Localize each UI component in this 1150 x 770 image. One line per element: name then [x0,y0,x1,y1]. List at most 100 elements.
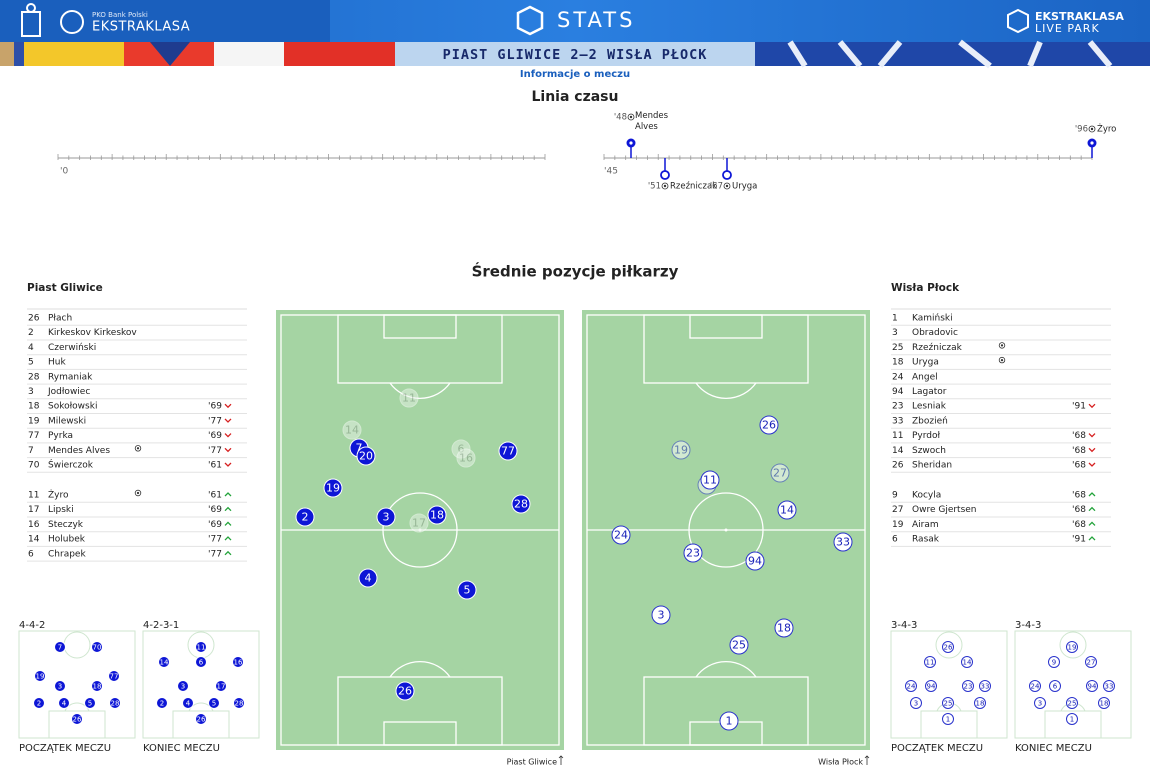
player-dot-number: 7 [356,442,363,455]
player-dot-circle [91,680,103,692]
sub-on-arrow [224,550,232,556]
player-dot-number: 26 [944,644,953,652]
player-name: Kamiński [912,314,953,324]
player-number: 26 [892,461,904,471]
player-dot: 16 [456,448,476,468]
goal-icon-dot [663,184,667,188]
player-dot-circle [1066,697,1078,709]
player-name: Szwoch [912,446,946,456]
goal-icon [1088,125,1096,133]
player-number: 70 [28,461,40,471]
player-dot-number: 1 [1070,716,1074,724]
player-dot-circle [833,532,853,552]
sub-minute: '77 [208,416,222,426]
player-dot-number: 19 [1068,644,1077,652]
player-dot-circle [182,697,194,709]
player-dot-number: 2 [37,700,41,708]
player-dot-number: 24 [614,529,628,542]
sub-minute: '77 [208,549,222,559]
player-name: Pyrka [48,431,73,441]
mini-pitch-line [172,710,230,739]
player-dot-circle [208,697,220,709]
player-dot: 11 [195,641,207,653]
player-dot-circle [1048,656,1060,668]
sub-minute: '68 [1072,446,1086,456]
player-dot-number: 6 [458,443,465,456]
player-dot-circle [719,711,739,731]
player-dot: 11 [700,470,720,490]
player-dot: 19 [1066,641,1078,653]
player-number: 3 [892,328,898,338]
player-dot: 18 [774,618,794,638]
player-dot-number: 6 [199,659,204,667]
player-dot-circle [54,641,66,653]
player-name: Huk [48,358,66,368]
sub-off-arrow [224,433,232,438]
match-subtitle[interactable]: Informacje o meczu [520,69,630,80]
player-dot-number: 33 [1105,683,1114,691]
player-dot: 4 [58,697,70,709]
goal-icon [627,113,635,121]
banner-left [0,42,395,66]
pitch-line [688,492,764,568]
player-dot-circle [323,478,343,498]
player-number: 9 [892,491,898,501]
goal-icon-dot [725,184,729,188]
player-dot: 5 [84,697,96,709]
event-player: Żyro [1097,124,1116,135]
sub-minute: '91 [1072,535,1086,545]
player-dot: 23 [962,680,974,692]
match-title: PIAST GLIWICE 2–2 WISŁA PŁOCK [443,47,708,63]
player-dot-circle [342,420,362,440]
player-dot-circle [33,697,45,709]
pitch-line [389,382,451,399]
player-dot: 25 [729,635,749,655]
player-dot: 11 [399,388,419,408]
sub-minute: '68 [1072,520,1086,530]
player-number: 16 [28,520,40,530]
player-dot-number: 4 [186,700,191,708]
player-dot-number: 94 [927,683,936,691]
player-dot-circle [774,618,794,638]
player-dot: 19 [34,670,46,682]
player-dot-circle [295,507,315,527]
player-dot-number: 24 [1031,683,1040,691]
player-dot-circle [358,568,378,588]
goal-icon [998,342,1006,349]
player-dot-number: 5 [212,700,216,708]
player-name: Lipski [48,505,74,515]
player-name: Rymaniak [48,372,93,382]
goal-icon-dot [1000,344,1004,347]
player-dot: 27 [770,463,790,483]
player-name: Świerczok [48,459,94,471]
player-dot-number: 16 [234,659,243,667]
player-dot: 28 [233,697,245,709]
player-dot-circle [611,525,631,545]
player-dot-number: 11 [703,474,717,487]
player-dot: 26 [759,415,779,435]
player-dot-number: 20 [359,450,373,463]
pitch-line [695,661,757,678]
player-dot: 18 [974,697,986,709]
player-dot-number: 14 [345,424,359,437]
stats-logo [516,5,544,36]
sub-off-arrow [224,418,232,423]
player-number: 5 [28,358,34,368]
player-dot-circle [1103,680,1115,692]
player-dot-number: 25 [732,639,746,652]
player-name: Kocyla [912,491,941,501]
player-dot-number: 2 [160,700,164,708]
player-dot-number: 25 [1068,700,1077,708]
player-dot-circle [729,635,749,655]
player-dot-number: 18 [1100,700,1109,708]
banner-center [395,42,755,66]
player-number: 4 [28,343,34,353]
goal-icon [998,356,1006,364]
player-dot-number: 94 [748,555,762,568]
player-dot: 18 [427,505,447,525]
player-dot-number: 19 [674,444,688,457]
player-dot-number: 11 [926,659,935,667]
player-dot-number: 19 [326,482,340,495]
pitch [582,310,870,750]
